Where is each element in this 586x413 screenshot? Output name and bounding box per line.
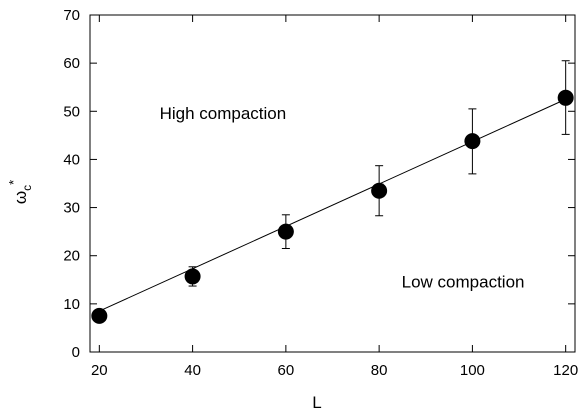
x-tick-label: 120 bbox=[553, 362, 578, 379]
annotation-label: Low compaction bbox=[402, 273, 525, 292]
y-tick-label: 30 bbox=[63, 200, 80, 217]
fit-line-layer bbox=[99, 98, 566, 312]
x-tick-label: 80 bbox=[371, 362, 388, 379]
data-point bbox=[371, 182, 388, 199]
data-point-layer bbox=[91, 89, 574, 324]
x-tick-label: 60 bbox=[278, 362, 295, 379]
y-axis-label-subscript: c bbox=[20, 185, 34, 191]
y-axis-label-symbol: ω bbox=[11, 191, 30, 204]
y-tick-label: 40 bbox=[63, 151, 80, 168]
y-tick-label: 70 bbox=[63, 7, 80, 24]
fit-line bbox=[99, 98, 566, 312]
data-point bbox=[184, 268, 201, 285]
data-point bbox=[464, 133, 481, 150]
y-tick-label: 10 bbox=[63, 296, 80, 313]
data-point bbox=[91, 307, 108, 324]
x-axis-label: L bbox=[312, 393, 321, 412]
error-bar-layer bbox=[188, 60, 570, 287]
y-axis-label-superscript: * bbox=[6, 180, 21, 185]
annotation-layer: High compaction Low compaction bbox=[160, 104, 525, 292]
tick-layer: 20 40 60 80 100 120 0 10 20 30 40 50 60 70 bbox=[63, 7, 578, 379]
y-tick-label: 60 bbox=[63, 55, 80, 72]
data-point bbox=[277, 223, 294, 240]
y-tick-label: 0 bbox=[72, 344, 80, 361]
y-axis-label: ωc* bbox=[6, 180, 34, 204]
x-tick-label: 100 bbox=[460, 362, 485, 379]
x-tick-label: 20 bbox=[91, 362, 108, 379]
plot-frame bbox=[89, 14, 576, 353]
y-tick-label: 50 bbox=[63, 103, 80, 120]
data-point bbox=[557, 89, 574, 106]
plot-area bbox=[89, 14, 576, 353]
annotation-label: High compaction bbox=[160, 104, 287, 123]
y-tick-label: 20 bbox=[63, 248, 80, 265]
x-tick-label: 40 bbox=[184, 362, 201, 379]
